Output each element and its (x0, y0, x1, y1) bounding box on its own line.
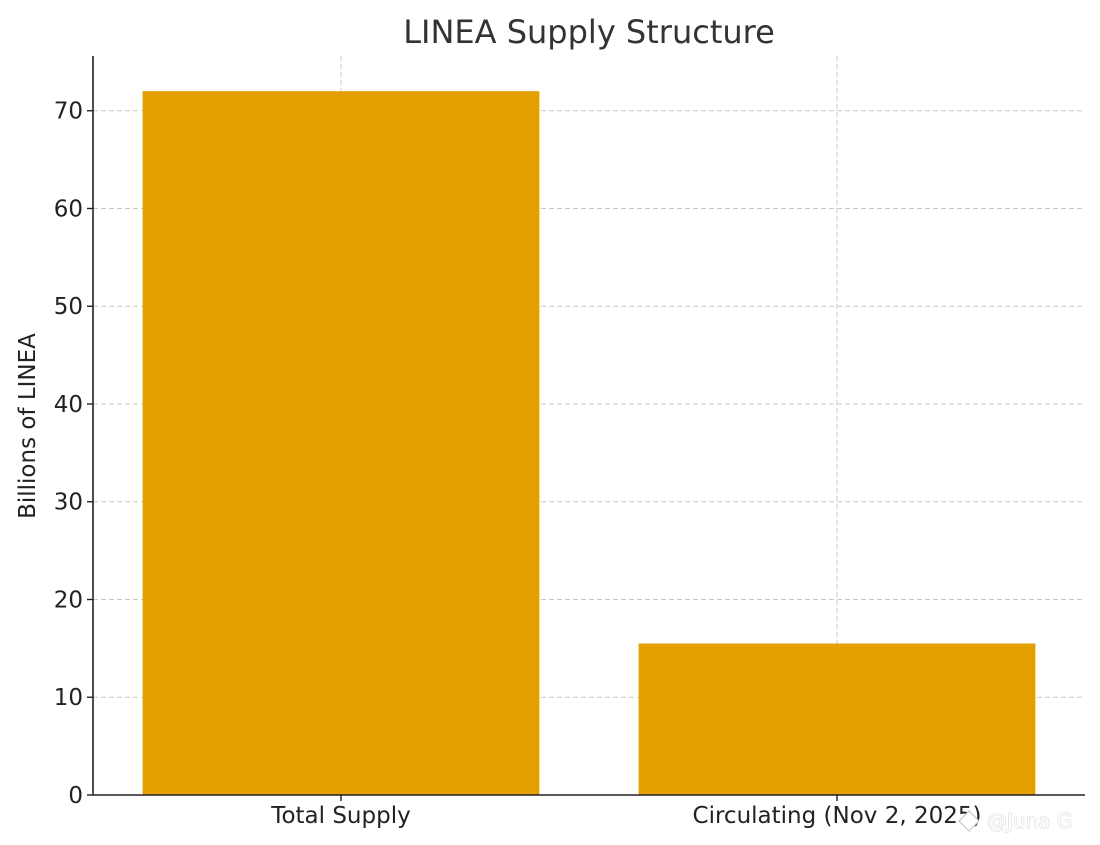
bars (142, 91, 1036, 795)
x-axis-ticks: Total Supply Circulating (Nov 2, 2025) (270, 795, 981, 829)
y-tick-label: 10 (54, 685, 83, 711)
y-tick-label: 40 (54, 392, 83, 418)
bar-1 (638, 643, 1036, 795)
axes (92, 56, 1085, 796)
watermark: @Juna G (958, 809, 1073, 833)
y-tick-label: 0 (68, 783, 83, 809)
y-tick-label: 70 (54, 99, 83, 125)
chart-title: LINEA Supply Structure (403, 13, 775, 51)
x-tick-label: Circulating (Nov 2, 2025) (693, 803, 982, 829)
y-tick-label: 30 (54, 490, 83, 516)
y-tick-label: 50 (54, 294, 83, 320)
y-tick-label: 20 (54, 587, 83, 613)
bar-0 (142, 91, 540, 795)
diamond-logo-icon (958, 810, 980, 832)
y-tick-label: 60 (54, 196, 83, 222)
x-tick-label: Total Supply (270, 803, 410, 829)
y-axis-label: Billions of LINEA (15, 333, 41, 519)
y-axis-ticks: 0 10 20 30 40 50 60 70 (54, 99, 93, 809)
watermark-text: @Juna G (987, 809, 1072, 833)
